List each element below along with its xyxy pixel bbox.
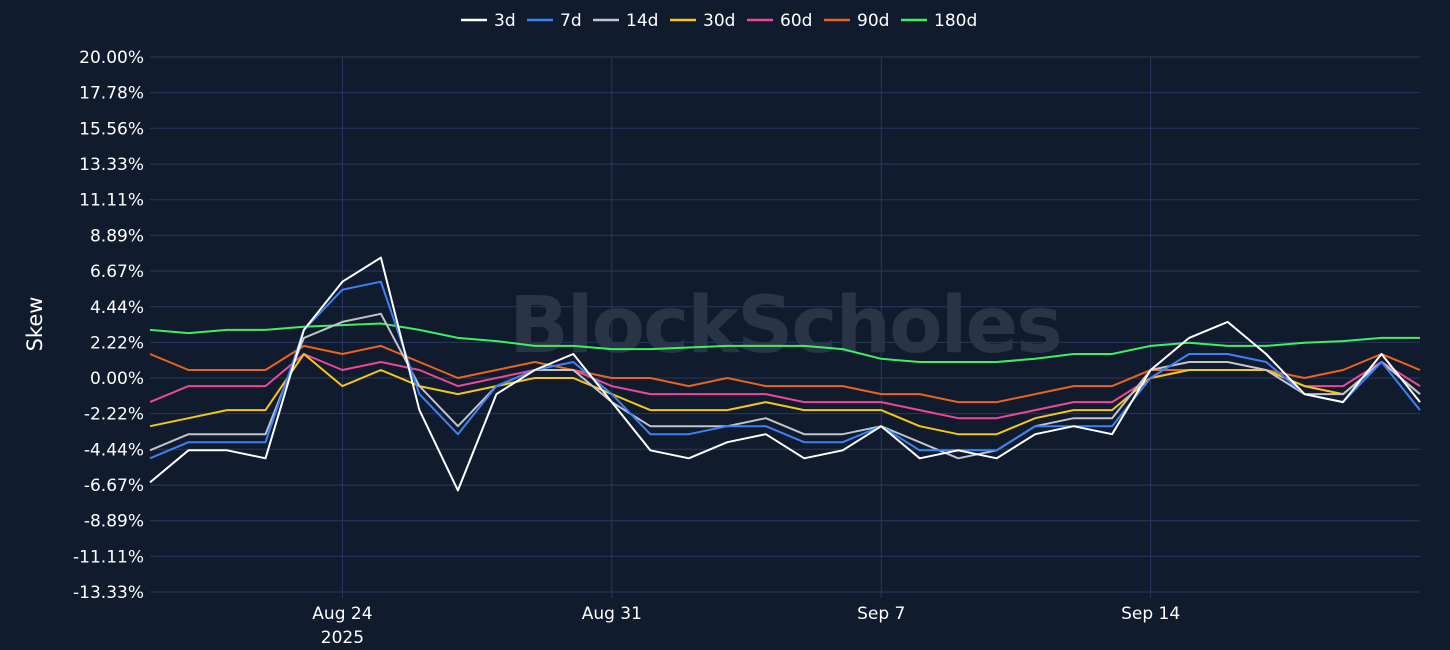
- y-tick-label: 6.67%: [90, 262, 144, 282]
- y-tick-label: 15.56%: [79, 119, 144, 139]
- legend-label: 7d: [560, 11, 582, 31]
- legend-label: 30d: [703, 11, 735, 31]
- y-tick-label: 8.89%: [90, 226, 144, 246]
- legend-item-60d[interactable]: 60d: [747, 11, 812, 31]
- x-tick-year-label: 2025: [321, 628, 364, 648]
- y-tick-label: 17.78%: [79, 84, 144, 104]
- x-tick-label: Sep 7: [857, 604, 905, 624]
- x-tick-label: Sep 14: [1121, 604, 1180, 624]
- y-tick-label: -11.11%: [73, 547, 144, 567]
- y-tick-label: -4.44%: [84, 440, 144, 460]
- legend-item-3d[interactable]: 3d: [461, 11, 516, 31]
- series-line-180d: [149, 322, 1420, 363]
- x-tick-label: Aug 24: [312, 604, 372, 624]
- series-line-30d: [149, 353, 1421, 436]
- legend-label: 14d: [626, 11, 658, 31]
- y-tick-label: 4.44%: [90, 298, 144, 318]
- legend: 3d 7d 14d 30d 60d 90d 180d: [461, 11, 977, 31]
- y-tick-label: -8.89%: [84, 512, 144, 532]
- y-tick-label: 11.11%: [79, 191, 144, 211]
- legend-item-90d[interactable]: 90d: [824, 11, 889, 31]
- legend-label: 180d: [934, 11, 977, 31]
- y-axis-ticks: 20.00% 17.78% 15.56% 13.33% 11.11% 8.89% 6.67%…: [73, 48, 144, 603]
- y-tick-label: 13.33%: [79, 155, 144, 175]
- series-line-14d: [149, 312, 1421, 460]
- series-line-3d: [149, 256, 1421, 492]
- x-tick-label: Aug 31: [582, 604, 642, 624]
- legend-item-7d[interactable]: 7d: [527, 11, 582, 31]
- y-tick-label: -6.67%: [84, 476, 144, 496]
- grid-lines: [150, 56, 1420, 593]
- y-tick-label: -2.22%: [84, 405, 144, 425]
- legend-item-14d[interactable]: 14d: [593, 11, 658, 31]
- legend-item-30d[interactable]: 30d: [670, 11, 735, 31]
- x-axis-ticks: Aug 24 2025 Aug 31 Sep 7 Sep 14: [312, 592, 1180, 648]
- watermark-logo: BlockScholes: [509, 281, 1060, 371]
- legend-label: 90d: [857, 11, 889, 31]
- legend-label: 60d: [780, 11, 812, 31]
- y-tick-label: 2.22%: [90, 333, 144, 353]
- series-line-7d: [149, 280, 1421, 460]
- y-axis-title: Skew: [23, 297, 47, 352]
- series-lines: [149, 256, 1421, 492]
- y-tick-label: 20.00%: [79, 48, 144, 68]
- legend-label: 3d: [494, 11, 516, 31]
- y-tick-label: 0.00%: [90, 369, 144, 389]
- legend-item-180d[interactable]: 180d: [901, 11, 977, 31]
- y-tick-label: -13.33%: [73, 583, 144, 603]
